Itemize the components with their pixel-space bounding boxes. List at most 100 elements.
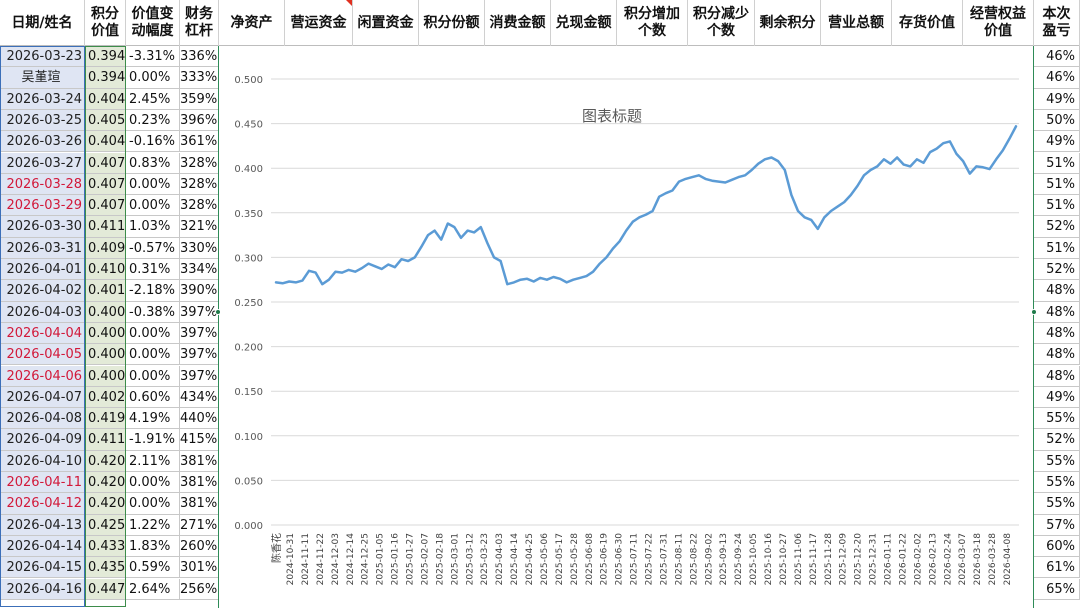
- date-cell[interactable]: 2026-04-14: [0, 535, 85, 558]
- leverage-cell[interactable]: 434%: [180, 386, 219, 409]
- change-cell[interactable]: 0.00%: [126, 67, 180, 89]
- header-net-assets[interactable]: 净资产: [219, 0, 285, 46]
- header-remaining-points[interactable]: 剩余积分: [755, 0, 821, 46]
- value-cell[interactable]: 0.411: [85, 216, 126, 238]
- leverage-cell[interactable]: 330%: [180, 237, 219, 259]
- change-cell[interactable]: 0.23%: [126, 109, 180, 132]
- change-cell[interactable]: 0.00%: [126, 195, 180, 217]
- change-cell[interactable]: -0.57%: [126, 237, 180, 259]
- leverage-cell[interactable]: 321%: [180, 216, 219, 238]
- value-cell[interactable]: 0.435: [85, 557, 126, 579]
- pnl-cell[interactable]: 55%: [1034, 493, 1080, 515]
- date-cell[interactable]: 2026-03-24: [0, 88, 85, 110]
- value-cell[interactable]: 0.400: [85, 301, 126, 323]
- pnl-cell[interactable]: 49%: [1034, 88, 1080, 110]
- value-cell[interactable]: 0.400: [85, 322, 126, 345]
- value-cell[interactable]: 0.407: [85, 195, 126, 217]
- date-cell[interactable]: 2026-04-07: [0, 386, 85, 409]
- value-cell[interactable]: 0.419: [85, 408, 126, 430]
- date-cell[interactable]: 2026-04-09: [0, 429, 85, 451]
- pnl-cell[interactable]: 48%: [1034, 365, 1080, 387]
- leverage-cell[interactable]: 328%: [180, 152, 219, 174]
- header-change[interactable]: 价值变 动幅度: [126, 0, 180, 46]
- leverage-cell[interactable]: 333%: [180, 67, 219, 89]
- leverage-cell[interactable]: 336%: [180, 46, 219, 68]
- leverage-cell[interactable]: 381%: [180, 493, 219, 515]
- change-cell[interactable]: 0.59%: [126, 557, 180, 579]
- date-cell[interactable]: 2026-03-23: [0, 46, 85, 68]
- date-cell[interactable]: 2026-03-26: [0, 131, 85, 153]
- header-leverage[interactable]: 财务 杠杆: [180, 0, 219, 46]
- date-cell[interactable]: 2026-04-04: [0, 322, 85, 345]
- header-redeem[interactable]: 兑现金额: [551, 0, 617, 46]
- date-cell[interactable]: 2026-04-01: [0, 259, 85, 281]
- leverage-cell[interactable]: 256%: [180, 578, 219, 600]
- header-consumption[interactable]: 消费金额: [485, 0, 551, 46]
- value-cell[interactable]: 0.394: [85, 46, 126, 68]
- chart-container[interactable]: 0.500 0.450 0.400 0.350 0.300 0.250 0.200 0.150…: [218, 46, 1034, 608]
- value-cell[interactable]: 0.400: [85, 344, 126, 366]
- date-cell[interactable]: 2026-04-03: [0, 301, 85, 323]
- header-points-decrease[interactable]: 积分减少 个数: [688, 0, 755, 46]
- leverage-cell[interactable]: 396%: [180, 109, 219, 132]
- date-cell[interactable]: 2026-04-08: [0, 408, 85, 430]
- change-cell[interactable]: -0.16%: [126, 131, 180, 153]
- value-cell[interactable]: 0.447: [85, 578, 126, 600]
- pnl-cell[interactable]: 51%: [1034, 195, 1080, 217]
- header-pnl[interactable]: 本次 盈亏: [1034, 0, 1080, 46]
- leverage-cell[interactable]: 260%: [180, 535, 219, 558]
- pnl-cell[interactable]: 51%: [1034, 152, 1080, 174]
- change-cell[interactable]: 0.83%: [126, 152, 180, 174]
- header-inventory[interactable]: 存货价值: [892, 0, 963, 46]
- header-value[interactable]: 积分 价值: [85, 0, 126, 46]
- value-cell[interactable]: 0.425: [85, 514, 126, 536]
- value-cell[interactable]: 0.404: [85, 131, 126, 153]
- date-cell[interactable]: 2026-04-13: [0, 514, 85, 536]
- date-cell[interactable]: 2026-04-05: [0, 344, 85, 366]
- value-cell[interactable]: 0.420: [85, 450, 126, 472]
- date-cell[interactable]: 2026-04-12: [0, 493, 85, 515]
- change-cell[interactable]: 0.00%: [126, 365, 180, 387]
- change-cell[interactable]: 0.00%: [126, 493, 180, 515]
- date-cell[interactable]: 2026-04-02: [0, 280, 85, 302]
- pnl-cell[interactable]: 51%: [1034, 237, 1080, 259]
- date-cell[interactable]: 2026-03-27: [0, 152, 85, 174]
- chart-resize-handle-left[interactable]: [215, 309, 221, 315]
- pnl-cell[interactable]: 61%: [1034, 557, 1080, 579]
- header-idle-funds[interactable]: 闲置资金: [353, 0, 419, 46]
- change-cell[interactable]: 2.64%: [126, 578, 180, 600]
- pnl-cell[interactable]: 60%: [1034, 535, 1080, 558]
- change-cell[interactable]: 4.19%: [126, 408, 180, 430]
- value-cell[interactable]: 0.420: [85, 493, 126, 515]
- date-cell[interactable]: 2026-04-15: [0, 557, 85, 579]
- leverage-cell[interactable]: 397%: [180, 301, 219, 323]
- change-cell[interactable]: -2.18%: [126, 280, 180, 302]
- chart-resize-handle-right[interactable]: [1031, 309, 1037, 315]
- change-cell[interactable]: 0.60%: [126, 386, 180, 409]
- pnl-cell[interactable]: 52%: [1034, 429, 1080, 451]
- leverage-cell[interactable]: 397%: [180, 365, 219, 387]
- change-cell[interactable]: 1.22%: [126, 514, 180, 536]
- date-cell[interactable]: 2026-03-31: [0, 237, 85, 259]
- value-cell[interactable]: 0.433: [85, 535, 126, 558]
- value-cell[interactable]: 0.405: [85, 109, 126, 132]
- date-cell[interactable]: 2026-04-16: [0, 578, 85, 600]
- value-cell[interactable]: 0.407: [85, 152, 126, 174]
- header-points-increase[interactable]: 积分增加 个数: [617, 0, 688, 46]
- leverage-cell[interactable]: 381%: [180, 472, 219, 494]
- pnl-cell[interactable]: 48%: [1034, 322, 1080, 345]
- pnl-cell[interactable]: 48%: [1034, 344, 1080, 366]
- pnl-cell[interactable]: 52%: [1034, 259, 1080, 281]
- leverage-cell[interactable]: 381%: [180, 450, 219, 472]
- change-cell[interactable]: 1.83%: [126, 535, 180, 558]
- change-cell[interactable]: 2.11%: [126, 450, 180, 472]
- value-cell[interactable]: 0.410: [85, 259, 126, 281]
- change-cell[interactable]: 0.00%: [126, 344, 180, 366]
- leverage-cell[interactable]: 359%: [180, 88, 219, 110]
- header-date[interactable]: 日期/姓名: [0, 0, 85, 46]
- pnl-cell[interactable]: 49%: [1034, 386, 1080, 409]
- leverage-cell[interactable]: 271%: [180, 514, 219, 536]
- pnl-cell[interactable]: 55%: [1034, 450, 1080, 472]
- pnl-cell[interactable]: 50%: [1034, 109, 1080, 132]
- value-cell[interactable]: 0.400: [85, 365, 126, 387]
